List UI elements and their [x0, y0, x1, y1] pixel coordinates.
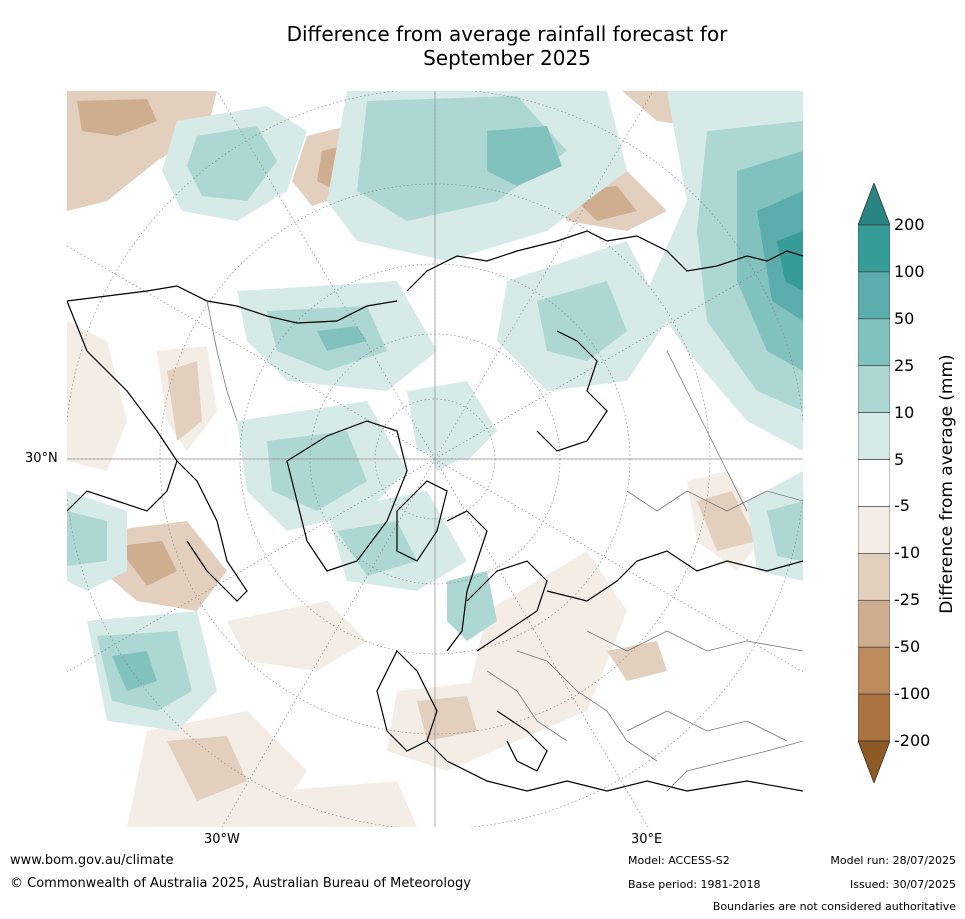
colorbar-band	[857, 553, 891, 601]
boundaries-disclaimer: Boundaries are not considered authoritat…	[712, 900, 956, 913]
colorbar-tick-label: 25	[894, 355, 915, 375]
map-canvas	[67, 91, 803, 827]
model-run-date: Model run: 28/07/2025	[830, 854, 956, 867]
colorbar-tick-label: 10	[894, 402, 915, 422]
issued-date: Issued: 30/07/2025	[849, 878, 956, 891]
rainfall-map	[67, 91, 803, 827]
colorbar-band	[857, 365, 891, 413]
colorbar-tick-label: 200	[894, 215, 925, 234]
colorbar-extend-top	[857, 181, 891, 226]
model-name: Model: ACCESS-S2	[628, 854, 730, 867]
website-link[interactable]: www.bom.gov.au/climate	[10, 853, 174, 868]
colorbar-band	[857, 459, 891, 507]
title-line-2: September 2025	[423, 46, 591, 70]
colorbar-band	[857, 646, 891, 695]
colorbar-band	[857, 693, 891, 742]
colorbar-band	[857, 506, 891, 554]
colorbar-extend-bottom	[857, 740, 891, 785]
lon-label-30e: 30°E	[631, 832, 663, 847]
colorbar-tick-label: -25	[894, 590, 921, 610]
lat-label-30n: 30°N	[25, 451, 58, 466]
colorbar	[857, 181, 891, 785]
colorbar-tick-label: -100	[894, 684, 931, 704]
colorbar-band	[857, 271, 891, 320]
colorbar-tick-label: -200	[894, 731, 931, 750]
colorbar-band	[857, 224, 891, 273]
colorbar-tick-label: 50	[894, 308, 915, 328]
colorbar-tick-label: 100	[894, 261, 925, 281]
colorbar-graphic	[857, 181, 891, 785]
colorbar-title: Difference from average (mm)	[937, 354, 957, 614]
colorbar-tick-label: -5	[894, 496, 910, 516]
copyright-text: © Commonwealth of Australia 2025, Austra…	[10, 876, 471, 891]
colorbar-band	[857, 412, 891, 460]
title-line-1: Difference from average rainfall forecas…	[286, 22, 728, 46]
country-borders	[206, 300, 803, 792]
colorbar-band	[857, 599, 891, 648]
lon-label-30w: 30°W	[204, 832, 240, 847]
base-period: Base period: 1981-2018	[628, 878, 761, 891]
colorbar-tick-label: 5	[894, 449, 905, 469]
colorbar-tick-label: -50	[894, 637, 921, 657]
wet-anomaly-regions	[67, 91, 803, 731]
colorbar-tick-label: -10	[894, 543, 921, 563]
coastlines	[67, 230, 803, 792]
chart-title: Difference from average rainfall forecas…	[67, 22, 947, 70]
colorbar-band	[857, 318, 891, 367]
